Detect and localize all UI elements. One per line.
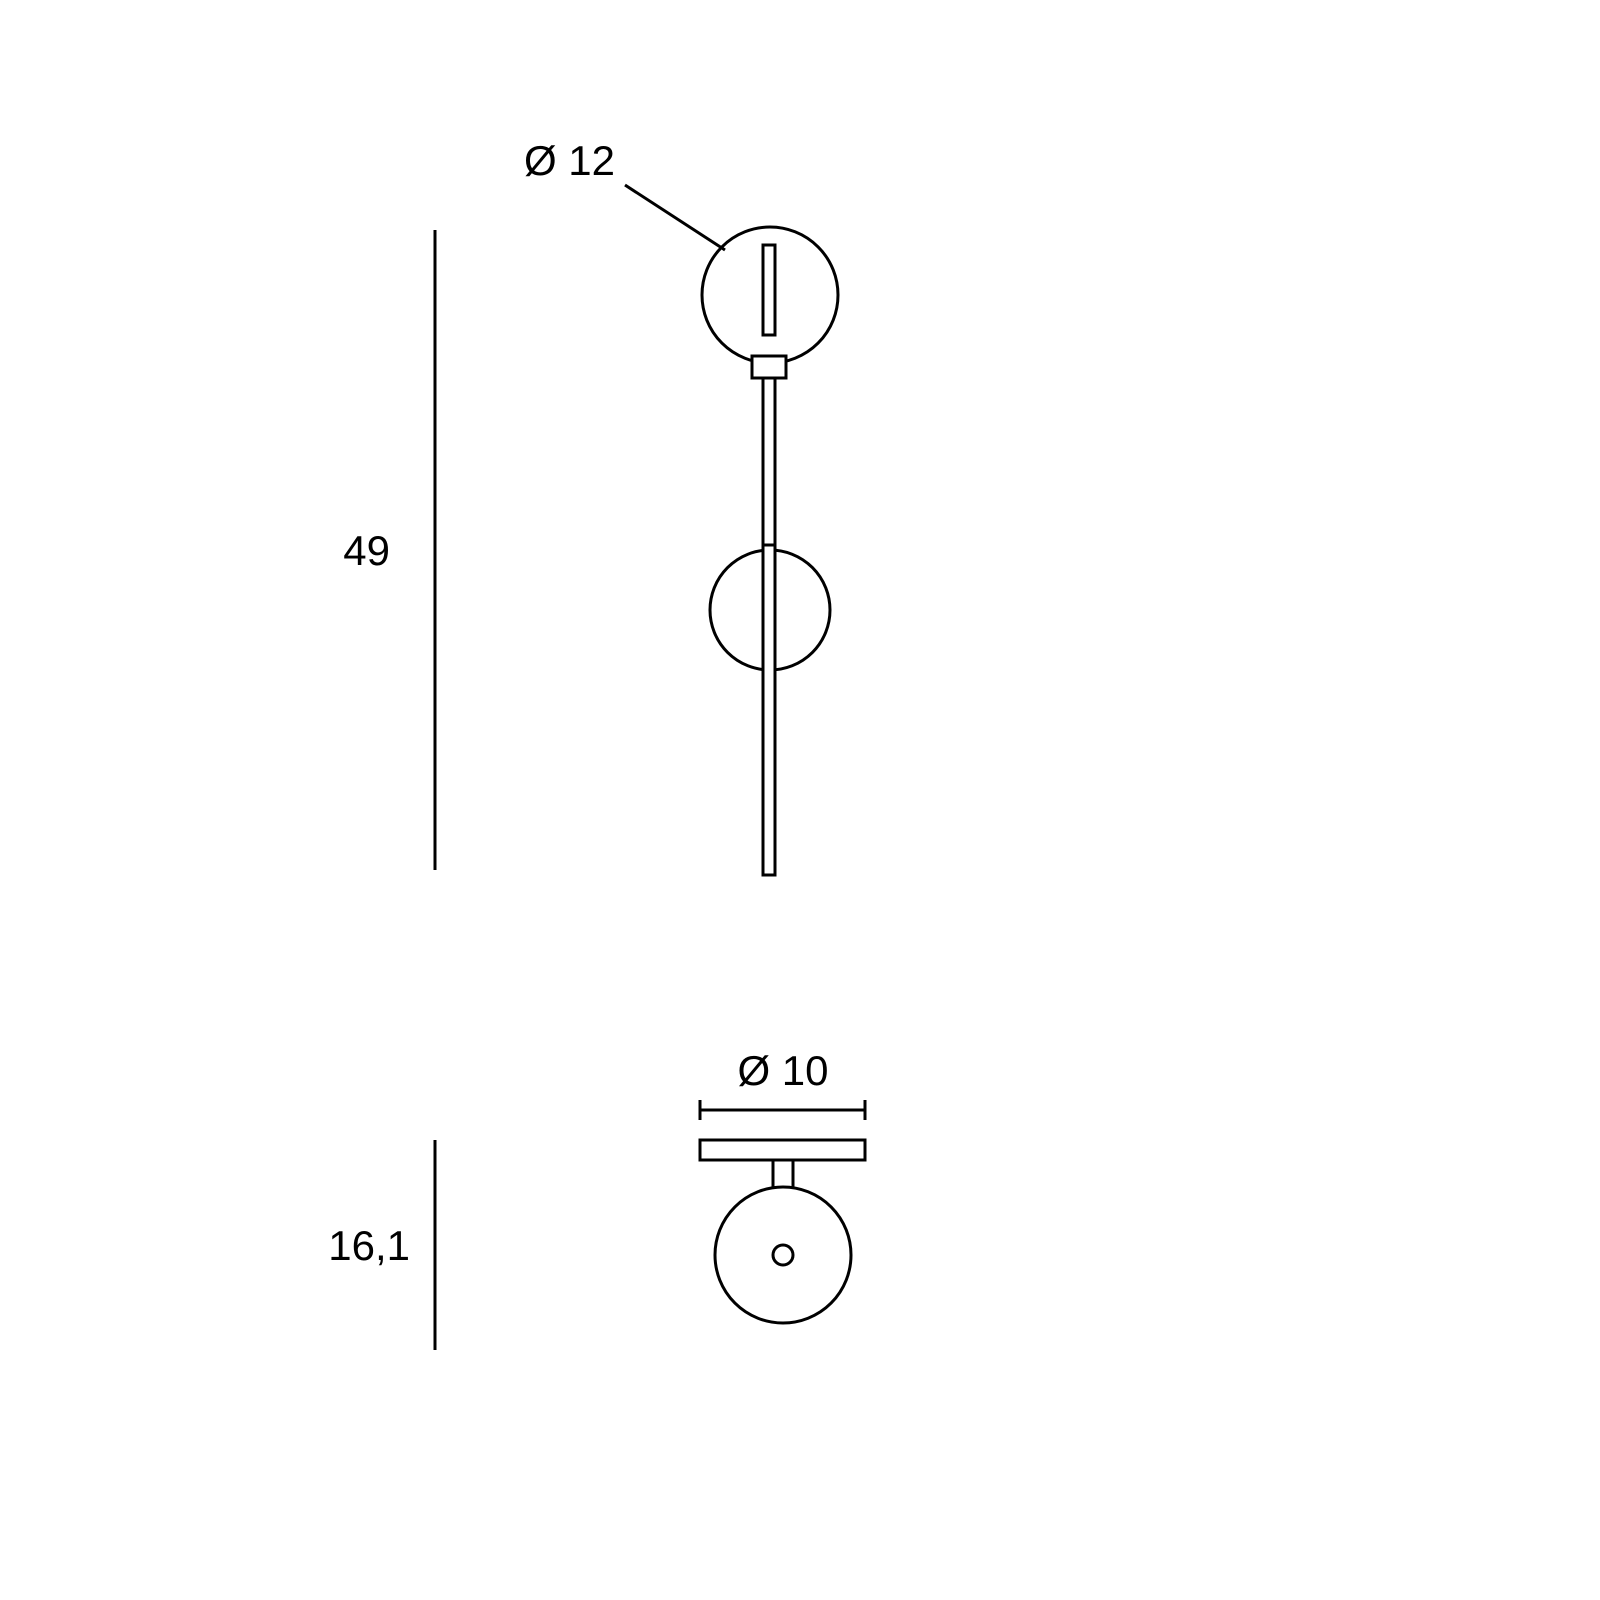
leader-diameter-top [625, 185, 725, 250]
top-plate [700, 1140, 865, 1160]
label-height: 49 [343, 527, 390, 574]
front-collar [752, 356, 786, 378]
label-diameter-base: Ø 10 [737, 1047, 828, 1094]
top-center-dot [773, 1245, 793, 1265]
label-diameter-top: Ø 12 [524, 137, 615, 184]
label-depth: 16,1 [328, 1222, 410, 1269]
front-rod-inside-globe [763, 245, 775, 335]
front-rod-over-mid [763, 545, 775, 875]
